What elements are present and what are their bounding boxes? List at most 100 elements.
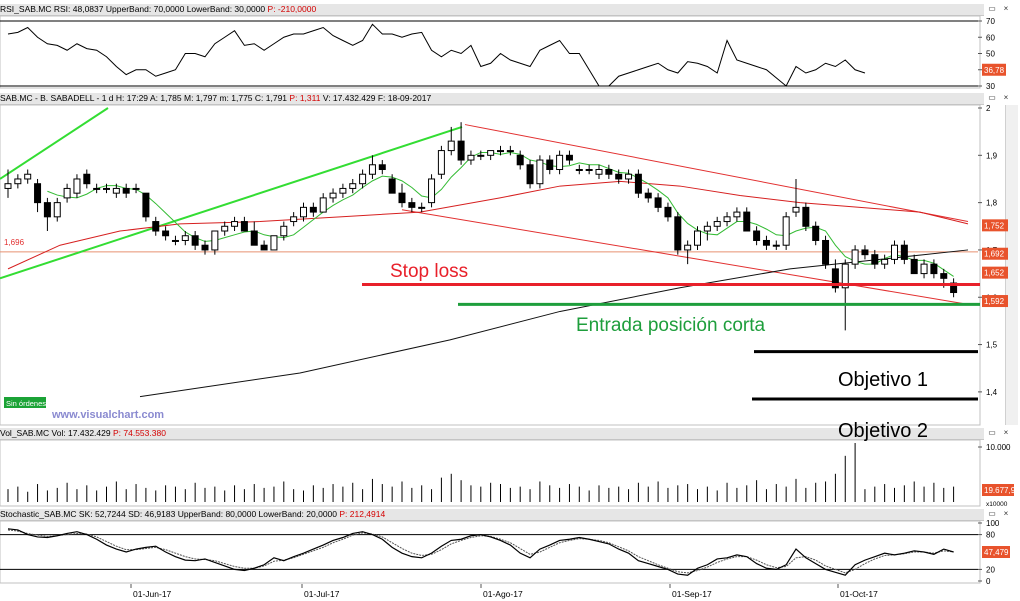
sin-ordenes-label: Sin órdenes [6, 399, 46, 408]
candle-body [378, 164, 386, 171]
candle-body [575, 169, 583, 172]
candle-body [349, 183, 357, 189]
price-tick-label: 1,8 [986, 199, 998, 208]
stoch-sd-line [7, 529, 954, 574]
candle-body [388, 178, 396, 194]
x-tick-label: 01-Oct-17 [840, 589, 878, 599]
candle-body [290, 216, 298, 223]
sma-200-line [139, 249, 969, 398]
candle-body [418, 206, 426, 209]
price-tick-label: 2 [986, 104, 991, 113]
candle-body [408, 202, 416, 208]
candle-body [53, 202, 61, 218]
price-h: H: 17:29 [115, 93, 149, 103]
level-1696-label: 1,696 [4, 238, 25, 247]
price-badge [982, 295, 1008, 308]
price-f: F: 18-09-2017 [377, 93, 432, 103]
candle-body [891, 244, 898, 260]
price-m: M: 1,797 [184, 93, 218, 103]
candle-body [112, 187, 120, 194]
candle-body [900, 244, 908, 260]
candle-body [201, 244, 209, 251]
price-badge-label: 1,652 [984, 269, 1005, 278]
candle-body [132, 187, 140, 190]
candle-body [743, 211, 751, 232]
candle-body [930, 263, 938, 275]
vol-close-button[interactable]: × [1003, 428, 1009, 437]
stoch-p: P: 212,4914 [339, 509, 386, 519]
rsi-close-button[interactable]: × [1003, 4, 1009, 13]
price-minimize-button[interactable]: ▭ [988, 93, 996, 102]
stoch-tick-label: 80 [986, 531, 995, 540]
candle-body [447, 140, 455, 152]
price-badge-label: 1,752 [984, 221, 1005, 230]
candle-body [368, 164, 376, 175]
candle-body [398, 192, 406, 204]
candle-body [457, 140, 465, 161]
rsi-value-badge [982, 63, 1006, 76]
red-channel-upper [464, 124, 969, 223]
price-v: V: 17.432.429 [322, 93, 376, 103]
price-badge-label: 1,692 [984, 250, 1005, 259]
stoch-tick-label: 20 [986, 565, 995, 574]
candle-body [43, 202, 51, 218]
price-c: C: 1,791 [254, 93, 288, 103]
stoch-minimize-button[interactable]: ▭ [988, 509, 996, 518]
vertical-scrollbar[interactable] [1005, 105, 1018, 425]
candle-body [733, 211, 741, 218]
price-badge [982, 219, 1008, 232]
vol-badge [982, 484, 1014, 496]
candle-body [526, 164, 534, 185]
candle-body [240, 221, 248, 232]
vol-minimize-button[interactable]: ▭ [988, 428, 996, 437]
x-tick-label: 01-Ago-17 [483, 589, 523, 599]
candle-body [723, 216, 731, 223]
candle-body [910, 258, 918, 275]
volume-panel: 10.000 x10000 19.677,9 [7, 443, 1016, 508]
stoch-tick-label: 0 [986, 577, 991, 586]
candle-body [487, 150, 495, 156]
candle-body [231, 221, 239, 227]
candle-body [802, 206, 810, 227]
candle-body [300, 206, 307, 218]
candle-body [142, 192, 150, 218]
stoch-sd: SD: 46,9183 [128, 509, 176, 519]
price-close-button[interactable]: × [1003, 93, 1009, 102]
candle-body [497, 150, 504, 153]
sin-ordenes-badge[interactable] [4, 397, 46, 408]
candle-body [467, 154, 475, 161]
rsi-line [7, 23, 866, 87]
candle-body [654, 197, 662, 208]
rsi-value: RSI: 48,0837 [53, 4, 104, 14]
rsi-value-badge-label: 36,78 [984, 66, 1005, 75]
candle-body [556, 154, 564, 171]
candle-body [694, 230, 701, 246]
stochastic-panel: 100 80 20 0 47,479 [0, 519, 1010, 586]
candle-body [250, 230, 258, 246]
green-channel-lower [0, 125, 463, 280]
price-badge-label: 1,592 [984, 297, 1005, 306]
vol-badge-label: 19.677,9 [984, 486, 1016, 495]
vol-tick-label: 10.000 [986, 443, 1011, 452]
candle-body [14, 178, 22, 185]
objetivo1-label: Objetivo 1 [838, 369, 928, 391]
candle-body [812, 225, 820, 241]
candle-body [191, 235, 199, 246]
candle-body [152, 221, 160, 232]
candle-body [171, 239, 179, 242]
candle-body [881, 258, 889, 265]
candle-body [615, 173, 623, 180]
rsi-minimize-button[interactable]: ▭ [988, 4, 996, 13]
candle-body [437, 150, 445, 175]
stoch-badge-label: 47,479 [984, 548, 1009, 557]
candle-body [625, 173, 633, 180]
candle-body [319, 197, 327, 213]
stoch-badge [982, 546, 1010, 558]
candle-body [24, 173, 32, 180]
candle-body [339, 187, 347, 194]
candle-body [103, 187, 110, 190]
candle-body [664, 206, 672, 218]
stoch-close-button[interactable]: × [1003, 509, 1009, 518]
price-tick-label: 1,5 [986, 341, 998, 350]
